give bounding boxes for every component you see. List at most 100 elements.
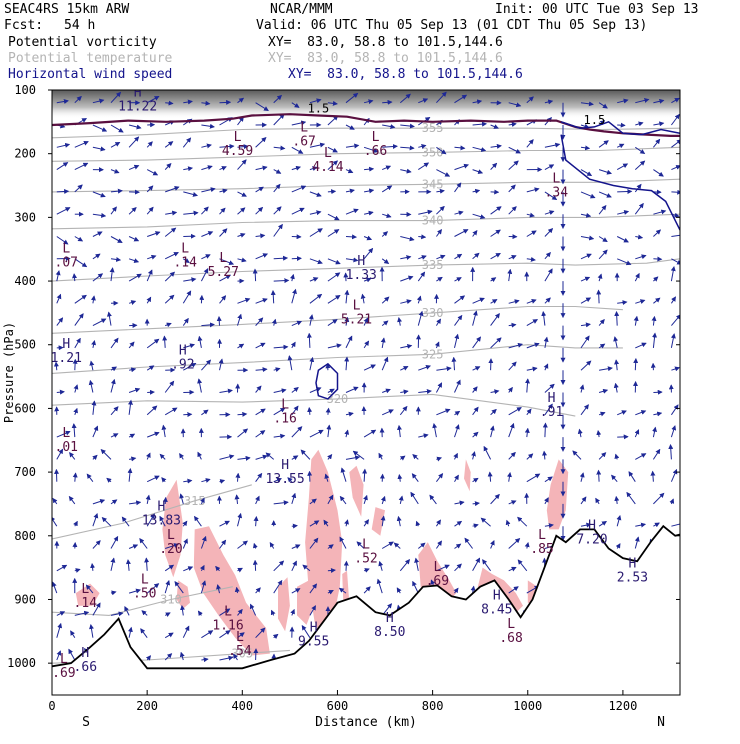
x-tick-label: 1000 [513, 699, 542, 713]
theta-contour-label: 345 [422, 177, 444, 191]
wind-vector [617, 144, 624, 147]
marker-letter: L [538, 528, 546, 543]
wind-vector [220, 480, 225, 481]
wind-vector [254, 544, 255, 549]
marker-letter: H [62, 337, 70, 352]
wind-vector [397, 588, 400, 593]
wind-vector [147, 256, 156, 259]
wind-vector [183, 539, 187, 548]
wind-vector [256, 517, 257, 526]
wind-vector [292, 545, 300, 549]
wind-vector [616, 497, 617, 504]
wind-vector [92, 564, 93, 571]
wind-vector [635, 454, 645, 460]
wind-vector [238, 160, 247, 170]
wind-vector [599, 290, 600, 303]
wind-vector [238, 541, 248, 548]
wind-vector [111, 237, 122, 243]
wind-vector [183, 567, 192, 571]
wind-vector [165, 581, 169, 593]
wind-vector [256, 208, 263, 215]
wind-vector [627, 493, 635, 504]
wind-vector [473, 214, 485, 218]
marker-letter: H [134, 85, 142, 100]
wind-vector [183, 168, 192, 170]
wind-vector [400, 456, 405, 459]
wind-vector [382, 259, 388, 264]
wind-vector [612, 475, 618, 481]
wind-vector [545, 498, 548, 504]
wind-vector [527, 543, 528, 549]
wind-vector [527, 320, 538, 326]
wind-vector [473, 170, 483, 173]
wind-vector [473, 190, 480, 192]
wind-vector [220, 390, 233, 392]
wind-vector [491, 253, 501, 258]
wind-vector [71, 631, 75, 638]
marker-letter: L [362, 538, 370, 553]
wind-vector [274, 280, 289, 281]
wind-vector [473, 253, 479, 258]
marker-value: 4.14 [312, 160, 343, 175]
wind-vector [473, 558, 480, 571]
wind-vector [292, 610, 294, 616]
wind-vector [671, 297, 675, 303]
wind-vector [163, 426, 165, 438]
wind-vector [272, 611, 274, 616]
marker-letter: H [386, 611, 394, 626]
low-marker: L.50 [133, 573, 156, 602]
wind-vector [57, 624, 61, 638]
wind-vector [274, 225, 283, 237]
wind-vector [455, 335, 458, 348]
wind-vector [346, 413, 353, 415]
wind-vector [455, 475, 459, 481]
wind-vector [75, 385, 77, 393]
wind-vector [671, 315, 680, 326]
wind-vector [491, 300, 497, 304]
wind-vector [653, 230, 660, 237]
wind-vector [509, 362, 516, 370]
wind-vector [400, 257, 410, 259]
wind-vector [111, 558, 114, 571]
wind-vector [509, 207, 517, 215]
wind-vector [581, 336, 589, 348]
wind-vector [129, 434, 134, 437]
wind-vector [653, 523, 659, 526]
wind-vector [165, 295, 174, 303]
wind-vector [75, 185, 82, 192]
marker-letter: L [81, 582, 89, 597]
wind-vector [346, 387, 358, 392]
wind-vector [93, 274, 103, 281]
wind-vector [201, 125, 214, 127]
wind-vector [671, 523, 685, 527]
wind-vector [509, 325, 516, 326]
wind-vector [274, 436, 285, 438]
wind-vector [238, 208, 245, 214]
wind-vector [147, 207, 153, 214]
wind-vector [328, 296, 340, 304]
y-tick-label: 100 [14, 83, 36, 97]
wind-vector [635, 537, 638, 548]
marker-letter: L [181, 241, 189, 256]
wind-vector [455, 521, 462, 526]
wind-vector [346, 336, 352, 348]
wind-vector [266, 453, 274, 459]
wind-vector [400, 277, 412, 282]
wind-vector [183, 414, 191, 415]
wind-vector [491, 146, 502, 148]
wind-vector [328, 214, 339, 220]
wind-vector [160, 454, 165, 459]
wind-vector [220, 229, 227, 237]
wind-vector [74, 424, 75, 437]
y-tick-label: 600 [14, 401, 36, 415]
wind-vector [75, 295, 86, 303]
wind-vector [128, 560, 129, 571]
wind-vector [581, 147, 589, 148]
wind-vector [599, 471, 600, 482]
wind-vector [310, 192, 321, 196]
wind-vector [91, 625, 93, 638]
wind-vector [382, 321, 388, 326]
wind-vector [164, 336, 165, 348]
wind-vector [346, 190, 354, 192]
wind-vector [473, 407, 479, 415]
